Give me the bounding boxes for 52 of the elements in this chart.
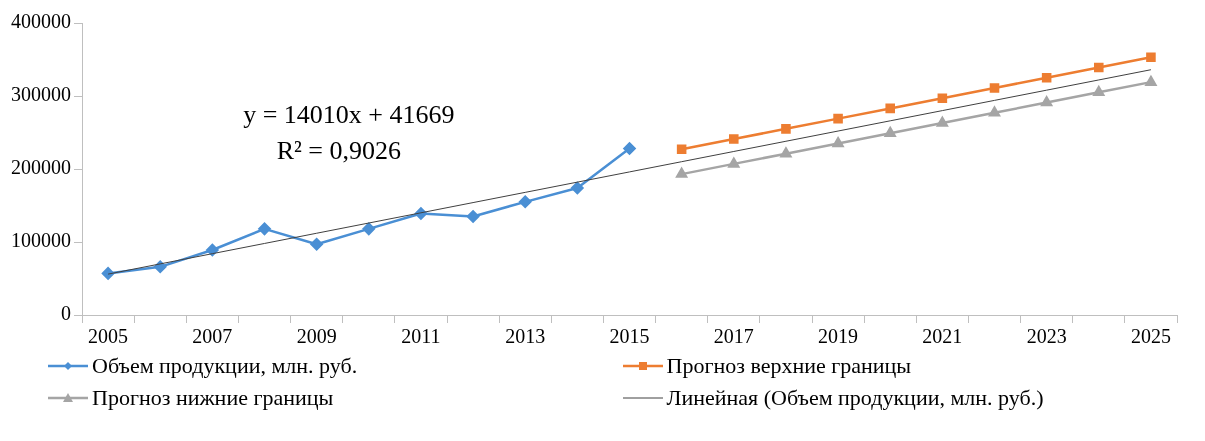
x-tick-label: 2025	[1130, 325, 1171, 348]
point	[936, 116, 948, 127]
point	[623, 142, 636, 155]
point	[676, 167, 688, 178]
x-tick-label: 2023	[1026, 325, 1067, 348]
point	[1093, 86, 1105, 97]
point	[988, 106, 1001, 117]
x-tick-label: 2015	[609, 325, 650, 348]
point	[518, 195, 532, 209]
point	[206, 243, 219, 257]
point	[676, 144, 687, 155]
legend-label: Прогноз верхние границы	[666, 353, 912, 379]
point	[781, 124, 791, 134]
x-tick-label: 2009	[296, 325, 337, 348]
y-tick-label: 200000	[11, 156, 71, 179]
y-tick-label: 300000	[11, 83, 71, 106]
point	[884, 126, 896, 137]
point	[728, 157, 740, 168]
point	[1094, 62, 1104, 73]
point	[310, 237, 323, 251]
x-tick-label: 2019	[818, 325, 859, 348]
legend-label: Объем продукции, млн. руб.	[92, 353, 358, 379]
point	[571, 181, 584, 195]
x-tick-label: 2005	[88, 325, 129, 348]
x-tick-label: 2017	[713, 325, 754, 348]
point	[780, 147, 792, 158]
legend-label: Прогноз нижние границы	[92, 385, 334, 411]
point	[1146, 52, 1156, 63]
x-tick-label: 2021	[922, 325, 963, 348]
point	[885, 103, 895, 114]
point	[466, 210, 480, 223]
point	[1145, 75, 1157, 86]
legend-label: Линейная (Объем продукции, млн. руб.)	[666, 385, 1044, 411]
y-tick-label: 400000	[11, 10, 71, 33]
point	[101, 267, 115, 280]
point	[258, 222, 271, 236]
y-tick-label: 0	[61, 302, 71, 325]
annotation: y = 14010x + 41669	[243, 100, 455, 129]
x-tick-label: 2007	[192, 325, 233, 348]
point	[833, 113, 843, 124]
annotation: R² = 0,9026	[276, 136, 401, 165]
point	[832, 137, 844, 148]
point	[362, 222, 376, 236]
point	[153, 260, 167, 274]
y-tick-label: 100000	[11, 229, 71, 252]
point	[937, 93, 948, 103]
point	[729, 134, 739, 144]
x-tick-label: 2013	[505, 325, 546, 348]
point	[989, 83, 1000, 93]
point	[1041, 96, 1053, 107]
x-tick-label: 2011	[401, 325, 441, 348]
point	[1041, 72, 1052, 83]
